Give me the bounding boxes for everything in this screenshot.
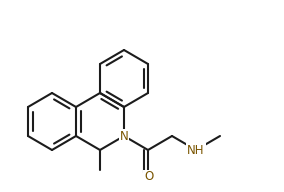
Text: O: O [144,170,154,184]
Text: NH: NH [187,143,205,156]
Text: N: N [120,129,128,142]
